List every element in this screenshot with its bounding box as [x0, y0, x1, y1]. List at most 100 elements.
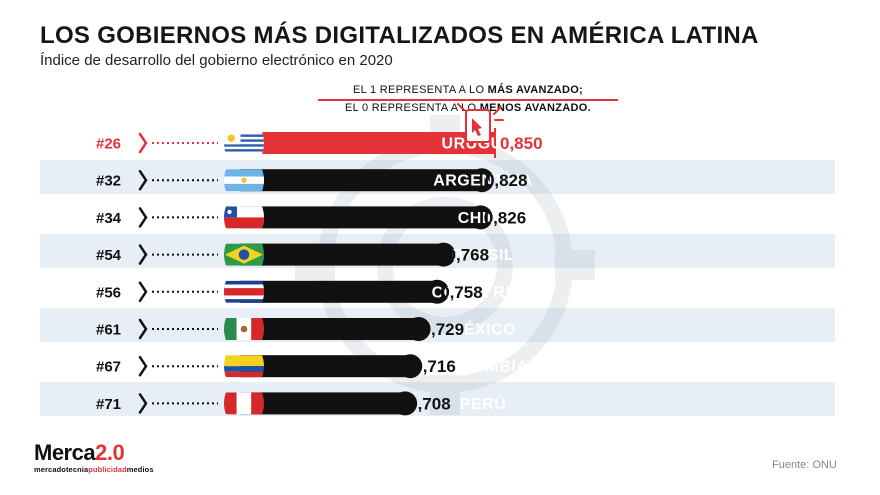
rank-label: #71: [96, 396, 121, 413]
chevron-icon: [138, 132, 148, 154]
colombia-flag-icon: [224, 355, 264, 378]
flag-globe: [238, 249, 250, 260]
flag-stripe: [224, 288, 264, 296]
country-label: CHILE: [458, 210, 509, 227]
scale-note-bottom: EL 0 REPRESENTA A LO MENOS AVANZADO.: [345, 102, 591, 114]
value-label: 0,716: [413, 357, 456, 376]
cursor-arrow: [472, 118, 482, 136]
row-band: [40, 308, 835, 342]
peru-flag-icon: [224, 392, 264, 415]
flag-stripe: [224, 139, 264, 142]
flag-stripe: [236, 392, 252, 415]
bar: [240, 206, 481, 229]
bar-cap: [431, 242, 456, 267]
flag-stripe: [224, 371, 264, 378]
tablet-cursor-icon: [457, 103, 504, 143]
flag-stripe: [251, 392, 264, 415]
rank-label: #34: [96, 210, 122, 227]
value-label: 0,758: [440, 283, 483, 302]
bar-cap: [425, 279, 450, 304]
flag-stripe: [224, 355, 264, 367]
flag-stripe: [224, 392, 237, 415]
flag-stripe: [224, 149, 264, 152]
flag-stripe: [251, 318, 264, 340]
country-label: BRASIL: [452, 247, 515, 264]
bar: [240, 132, 496, 154]
bar-cap: [469, 168, 494, 193]
bar: [240, 318, 419, 340]
chevron-icon: [138, 281, 148, 303]
rank-label: #26: [96, 136, 121, 153]
rank-label: #61: [96, 322, 121, 339]
value-label: 0,850: [500, 134, 543, 153]
rank-label: #56: [96, 284, 121, 301]
brazil-flag-icon: [224, 243, 264, 266]
bar-cap: [406, 317, 431, 341]
country-label: COLOMBIA: [437, 359, 528, 376]
value-label: 0,768: [447, 246, 490, 265]
country-label: PERÚ: [460, 394, 506, 413]
costa-rica-flag-icon: [224, 280, 264, 303]
page-subtitle: Índice de desarrollo del gobierno electr…: [40, 52, 393, 69]
flag-stripe: [224, 144, 264, 147]
chevron-icon: [138, 207, 148, 228]
flag-sun: [241, 177, 247, 183]
bar-cap: [494, 128, 496, 158]
rank-label: #32: [96, 173, 121, 190]
flag-body: [224, 392, 264, 415]
chile-flag-icon: [224, 206, 264, 229]
chevron-icon: [138, 355, 148, 377]
chevron-icon: [138, 393, 148, 414]
flag-body: [224, 280, 264, 303]
bar: [240, 355, 411, 378]
page-title: LOS GOBIERNOS MÁS DIGITALIZADOS EN AMÉRI…: [40, 22, 759, 49]
bar-cap: [393, 391, 418, 416]
country-label: COSTA RICA: [432, 284, 535, 301]
rank-label: #67: [96, 359, 121, 376]
row-band: [40, 382, 835, 416]
flag-body: [224, 243, 264, 266]
scale-note-top: EL 1 REPRESENTA A LO MÁS AVANZADO;: [352, 84, 584, 96]
bar: [240, 243, 444, 266]
chevron-icon: [138, 318, 148, 340]
bar: [240, 392, 406, 415]
value-label: 0,708: [408, 394, 451, 413]
bar: [240, 280, 438, 303]
bar-row: #71 PERÚ 0,708: [96, 391, 506, 416]
merca-logo: Merca2.0 mercadotecniapublicidadmedios: [34, 440, 154, 475]
flag-body: [224, 318, 264, 340]
note-divider: [318, 99, 618, 101]
argentina-flag-icon: [224, 169, 264, 192]
chevron-icon: [138, 169, 148, 191]
flag-stripe: [224, 318, 237, 340]
flag-stripe: [224, 366, 264, 372]
country-label: MÉXICO: [450, 320, 516, 339]
mexico-flag-icon: [224, 318, 264, 340]
chevron-icon: [138, 244, 148, 265]
flag-body: [224, 132, 264, 154]
bar-cap: [398, 354, 423, 379]
flag-sun: [227, 134, 235, 142]
source-note: Fuente: ONU: [772, 459, 837, 471]
flag-body: [224, 169, 264, 192]
bar-cap: [468, 205, 493, 230]
flag-body: [224, 206, 264, 229]
value-label: 0,828: [485, 171, 528, 190]
flag-stripe: [224, 217, 264, 229]
bar: [240, 169, 482, 192]
country-label: ARGENTINA: [433, 173, 533, 190]
country-label: URUGUAY: [442, 136, 525, 153]
flag-star: [227, 209, 232, 215]
flag-stripe: [224, 134, 264, 137]
rank-label: #54: [96, 247, 122, 264]
flag-body: [224, 355, 264, 378]
value-label: 0,826: [484, 208, 527, 227]
